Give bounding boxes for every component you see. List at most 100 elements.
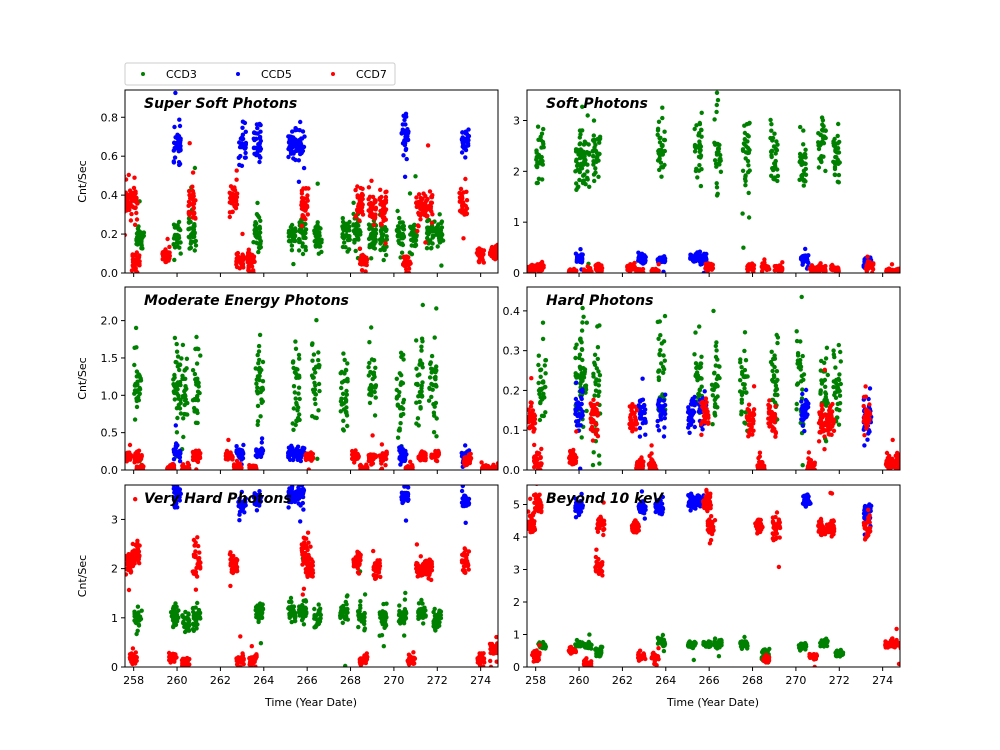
point-ccd3 [255, 200, 260, 206]
point-ccd3 [174, 430, 180, 435]
point-ccd3 [256, 349, 262, 354]
point-ccd7 [360, 209, 365, 214]
point-ccd3 [319, 249, 324, 255]
point-ccd5 [578, 423, 583, 428]
point-ccd7 [481, 260, 486, 265]
point-ccd3 [186, 220, 192, 225]
point-ccd5 [257, 159, 262, 165]
point-ccd3 [353, 248, 358, 254]
point-ccd3 [775, 335, 781, 340]
point-ccd3 [573, 149, 579, 154]
point-ccd3 [583, 383, 589, 388]
point-ccd3 [296, 352, 302, 358]
point-ccd5 [400, 127, 405, 132]
point-ccd5 [239, 141, 245, 146]
point-ccd3 [436, 233, 441, 238]
point-ccd7 [246, 260, 252, 265]
point-ccd3 [172, 390, 177, 396]
point-ccd7 [429, 220, 435, 226]
point-ccd3 [369, 256, 374, 261]
point-ccd3 [341, 428, 346, 433]
point-ccd5 [805, 401, 811, 407]
point-ccd3 [803, 166, 808, 172]
point-ccd3 [580, 320, 585, 325]
point-ccd3 [257, 357, 262, 363]
point-ccd3 [597, 134, 603, 139]
point-ccd3 [303, 235, 308, 241]
point-ccd3 [798, 367, 803, 372]
point-ccd7 [423, 240, 428, 245]
point-ccd3 [657, 148, 662, 153]
point-ccd3 [429, 353, 435, 359]
point-ccd3 [367, 387, 372, 392]
point-ccd3 [293, 396, 298, 401]
point-ccd5 [799, 399, 804, 404]
point-ccd7 [355, 209, 361, 215]
point-ccd7 [351, 457, 356, 462]
point-ccd7 [368, 210, 373, 215]
point-ccd7 [568, 268, 573, 273]
point-ccd3 [254, 381, 259, 386]
point-ccd3 [699, 167, 704, 172]
point-ccd7 [184, 465, 190, 470]
point-ccd3 [713, 141, 719, 147]
point-ccd7 [428, 200, 434, 205]
point-ccd7 [130, 257, 136, 262]
point-ccd3 [172, 335, 178, 341]
point-ccd5 [689, 413, 694, 419]
point-ccd3 [292, 238, 297, 243]
point-ccd3 [347, 237, 352, 242]
point-ccd3 [800, 387, 805, 392]
point-ccd3 [343, 396, 348, 401]
point-ccd3 [338, 371, 343, 376]
point-ccd5 [799, 256, 804, 261]
point-ccd7 [494, 466, 498, 470]
point-ccd3 [580, 378, 585, 383]
point-ccd3 [290, 421, 295, 426]
point-ccd5 [575, 404, 580, 409]
point-ccd3 [543, 410, 548, 415]
point-ccd3 [710, 393, 715, 398]
point-ccd5 [637, 404, 642, 410]
point-ccd7 [594, 262, 599, 268]
point-ccd3 [594, 377, 599, 382]
point-ccd7 [306, 467, 311, 470]
point-ccd5 [701, 270, 706, 273]
point-ccd3 [193, 420, 199, 425]
point-ccd7 [355, 193, 360, 198]
point-ccd3 [418, 405, 423, 410]
point-ccd3 [177, 362, 183, 367]
point-ccd7 [633, 418, 639, 423]
point-ccd3 [712, 371, 717, 376]
point-ccd3 [714, 181, 719, 186]
point-ccd3 [537, 387, 543, 392]
point-ccd3 [341, 418, 346, 423]
point-ccd3 [585, 169, 590, 174]
point-ccd3 [134, 404, 140, 410]
point-ccd3 [399, 373, 404, 378]
point-ccd7 [885, 270, 890, 273]
point-ccd5 [399, 131, 404, 136]
point-ccd5 [176, 147, 181, 152]
point-ccd3 [596, 158, 601, 163]
point-ccd3 [535, 160, 540, 165]
point-ccd7 [383, 241, 388, 246]
point-ccd7 [655, 268, 660, 273]
point-ccd5 [175, 132, 180, 137]
point-ccd5 [240, 136, 246, 142]
point-ccd7 [889, 262, 895, 267]
point-ccd7 [594, 422, 599, 427]
point-ccd3 [746, 190, 751, 196]
point-ccd3 [134, 381, 140, 387]
point-ccd3 [794, 329, 799, 334]
point-ccd7 [591, 397, 596, 402]
point-ccd5 [243, 129, 248, 134]
point-ccd5 [295, 450, 301, 455]
point-ccd3 [835, 141, 840, 146]
point-ccd5 [638, 260, 644, 265]
point-ccd3 [716, 146, 721, 151]
point-ccd3 [745, 150, 750, 156]
point-ccd3 [775, 142, 780, 147]
point-ccd3 [382, 247, 387, 253]
point-ccd7 [415, 223, 421, 228]
